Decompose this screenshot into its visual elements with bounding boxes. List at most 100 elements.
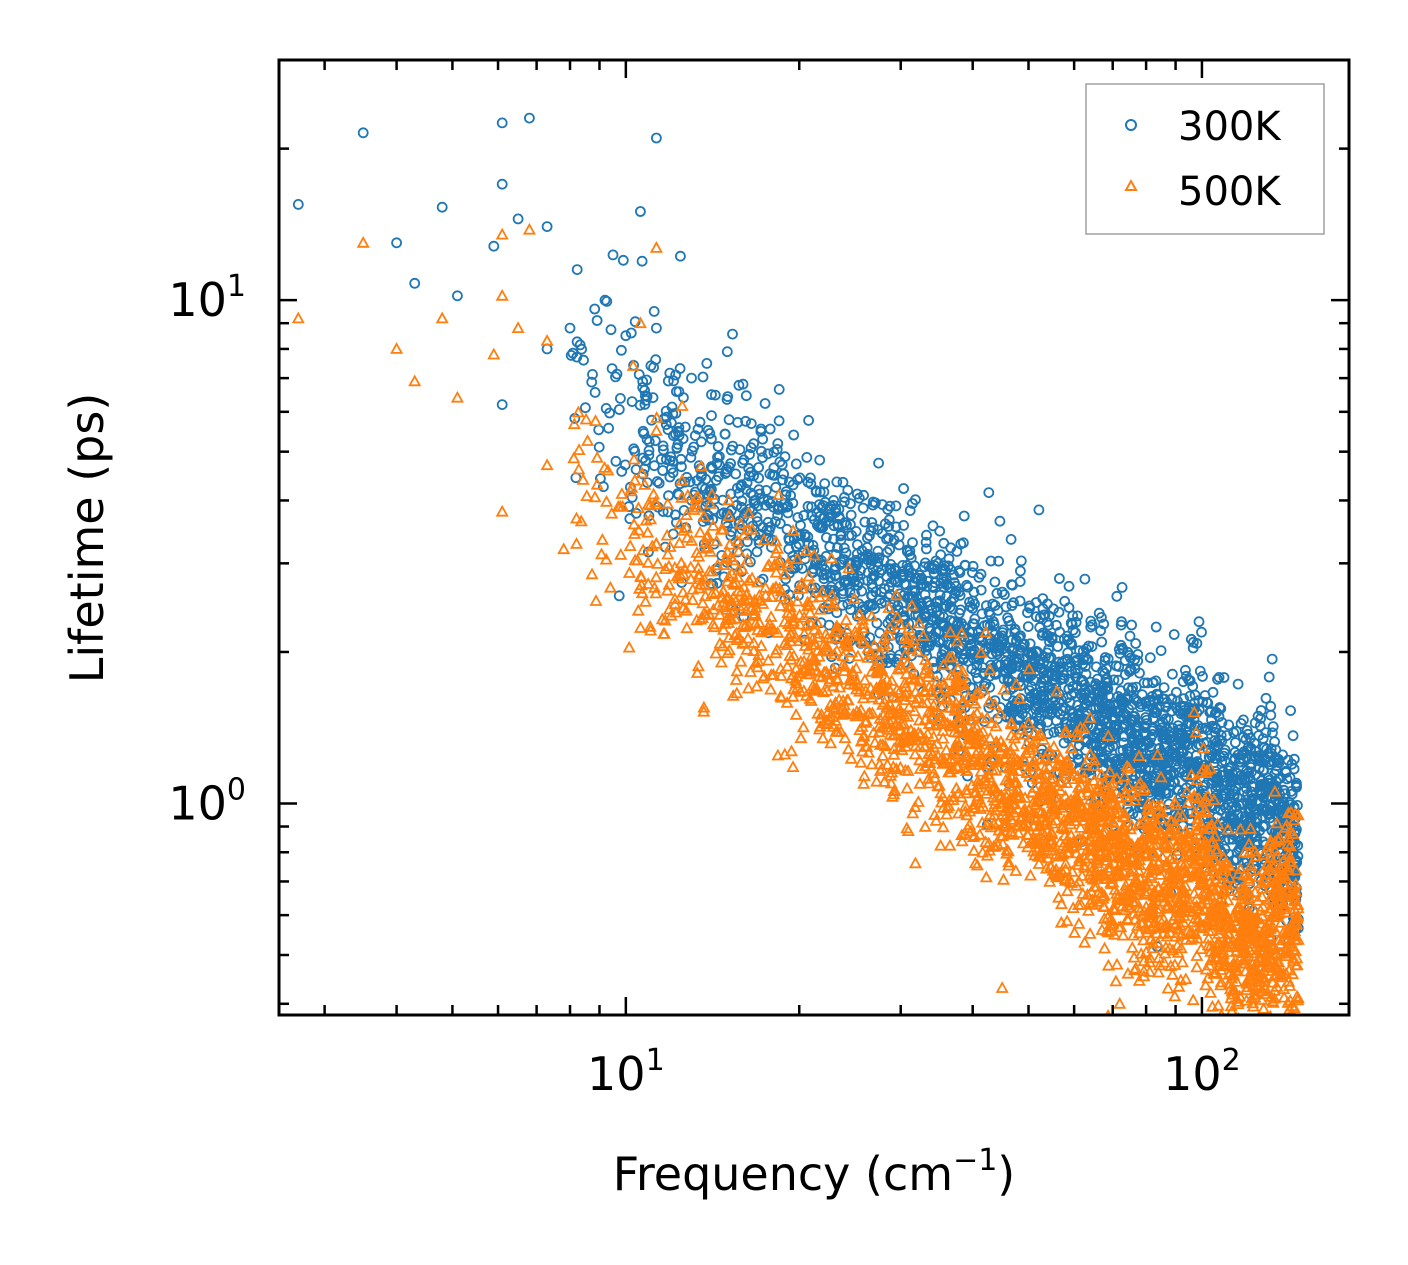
point-300k bbox=[743, 470, 755, 482]
point-300k bbox=[620, 330, 632, 342]
point-300k bbox=[1111, 590, 1123, 602]
point-500k bbox=[1289, 863, 1303, 876]
point-500k bbox=[782, 593, 796, 606]
point-300k bbox=[782, 507, 794, 519]
point-500k bbox=[1143, 869, 1157, 881]
point-500k bbox=[1286, 827, 1300, 839]
point-500k bbox=[1086, 897, 1100, 910]
point-300k bbox=[976, 608, 988, 620]
point-500k bbox=[1190, 949, 1204, 961]
point-500k bbox=[918, 820, 932, 832]
point-500k bbox=[960, 746, 974, 759]
point-500k bbox=[1192, 791, 1206, 804]
point-500k bbox=[1140, 922, 1154, 935]
point-500k bbox=[790, 552, 804, 564]
point-500k bbox=[1195, 819, 1209, 831]
point-300k bbox=[987, 598, 999, 610]
point-300k bbox=[824, 541, 836, 552]
point-500k bbox=[1199, 847, 1213, 860]
point-300k bbox=[762, 495, 774, 506]
point-500k bbox=[716, 623, 731, 635]
point-300k bbox=[1105, 705, 1117, 717]
point-500k bbox=[816, 731, 830, 744]
point-500k bbox=[902, 621, 916, 634]
point-300k bbox=[996, 630, 1008, 642]
point-500k bbox=[1158, 876, 1173, 889]
point-500k bbox=[1231, 900, 1245, 912]
point-500k bbox=[1278, 820, 1292, 833]
point-500k bbox=[1196, 886, 1210, 899]
point-300k bbox=[1266, 653, 1278, 665]
point-300k bbox=[1291, 777, 1302, 789]
point-500k bbox=[1282, 830, 1296, 843]
point-500k bbox=[889, 588, 903, 601]
point-300k bbox=[940, 565, 951, 576]
point-300k bbox=[1206, 750, 1218, 762]
point-500k bbox=[761, 653, 775, 666]
point-300k bbox=[1096, 612, 1107, 623]
point-300k bbox=[1143, 738, 1155, 749]
point-300k bbox=[1009, 623, 1021, 635]
point-300k bbox=[636, 255, 648, 267]
point-500k bbox=[722, 493, 736, 506]
point-500k bbox=[1056, 838, 1070, 851]
point-500k bbox=[1258, 939, 1273, 952]
point-500k bbox=[1132, 778, 1146, 791]
point-500k bbox=[1154, 770, 1168, 783]
point-300k bbox=[803, 414, 814, 426]
point-300k bbox=[1139, 721, 1151, 733]
point-300k bbox=[1083, 684, 1095, 696]
point-500k bbox=[730, 686, 744, 699]
point-500k bbox=[804, 694, 818, 706]
point-500k bbox=[1063, 872, 1077, 885]
point-500k bbox=[1096, 889, 1110, 902]
point-300k bbox=[991, 588, 1003, 599]
point-500k bbox=[877, 775, 891, 787]
point-300k bbox=[1186, 708, 1198, 719]
point-500k bbox=[732, 544, 746, 557]
point-300k bbox=[649, 435, 661, 447]
point-500k bbox=[1137, 954, 1151, 967]
point-500k bbox=[1052, 890, 1066, 903]
point-300k bbox=[1160, 701, 1172, 713]
point-500k bbox=[1256, 899, 1270, 912]
point-500k bbox=[1143, 951, 1157, 963]
point-500k bbox=[1050, 759, 1064, 772]
point-300k bbox=[1022, 607, 1033, 619]
point-300k bbox=[1160, 788, 1171, 799]
point-300k bbox=[694, 416, 706, 428]
point-300k bbox=[1199, 779, 1211, 791]
point-500k bbox=[1066, 794, 1081, 806]
point-500k bbox=[786, 523, 800, 536]
point-300k bbox=[1171, 751, 1183, 763]
point-300k bbox=[1273, 773, 1284, 785]
point-500k bbox=[1055, 801, 1069, 813]
point-500k bbox=[1207, 945, 1221, 958]
point-300k bbox=[920, 536, 932, 548]
point-500k bbox=[778, 567, 792, 580]
point-500k bbox=[942, 799, 956, 811]
point-300k bbox=[1096, 636, 1108, 648]
point-500k bbox=[1284, 936, 1298, 949]
point-500k bbox=[1129, 961, 1143, 974]
point-500k bbox=[893, 740, 907, 753]
point-500k bbox=[741, 631, 755, 644]
point-300k bbox=[881, 533, 892, 545]
point-500k bbox=[1032, 765, 1046, 778]
point-300k bbox=[924, 600, 936, 611]
point-500k bbox=[1175, 928, 1189, 940]
point-300k bbox=[1103, 690, 1114, 702]
point-300k bbox=[1255, 705, 1267, 716]
point-500k bbox=[703, 497, 717, 509]
point-300k bbox=[721, 346, 733, 358]
point-500k bbox=[945, 719, 959, 732]
point-300k bbox=[1005, 534, 1017, 545]
point-500k bbox=[846, 664, 860, 677]
point-300k bbox=[975, 584, 987, 596]
point-500k bbox=[1110, 957, 1124, 970]
point-500k bbox=[968, 829, 982, 841]
point-500k bbox=[979, 625, 993, 638]
point-300k bbox=[801, 451, 813, 463]
point-500k bbox=[1198, 904, 1212, 916]
